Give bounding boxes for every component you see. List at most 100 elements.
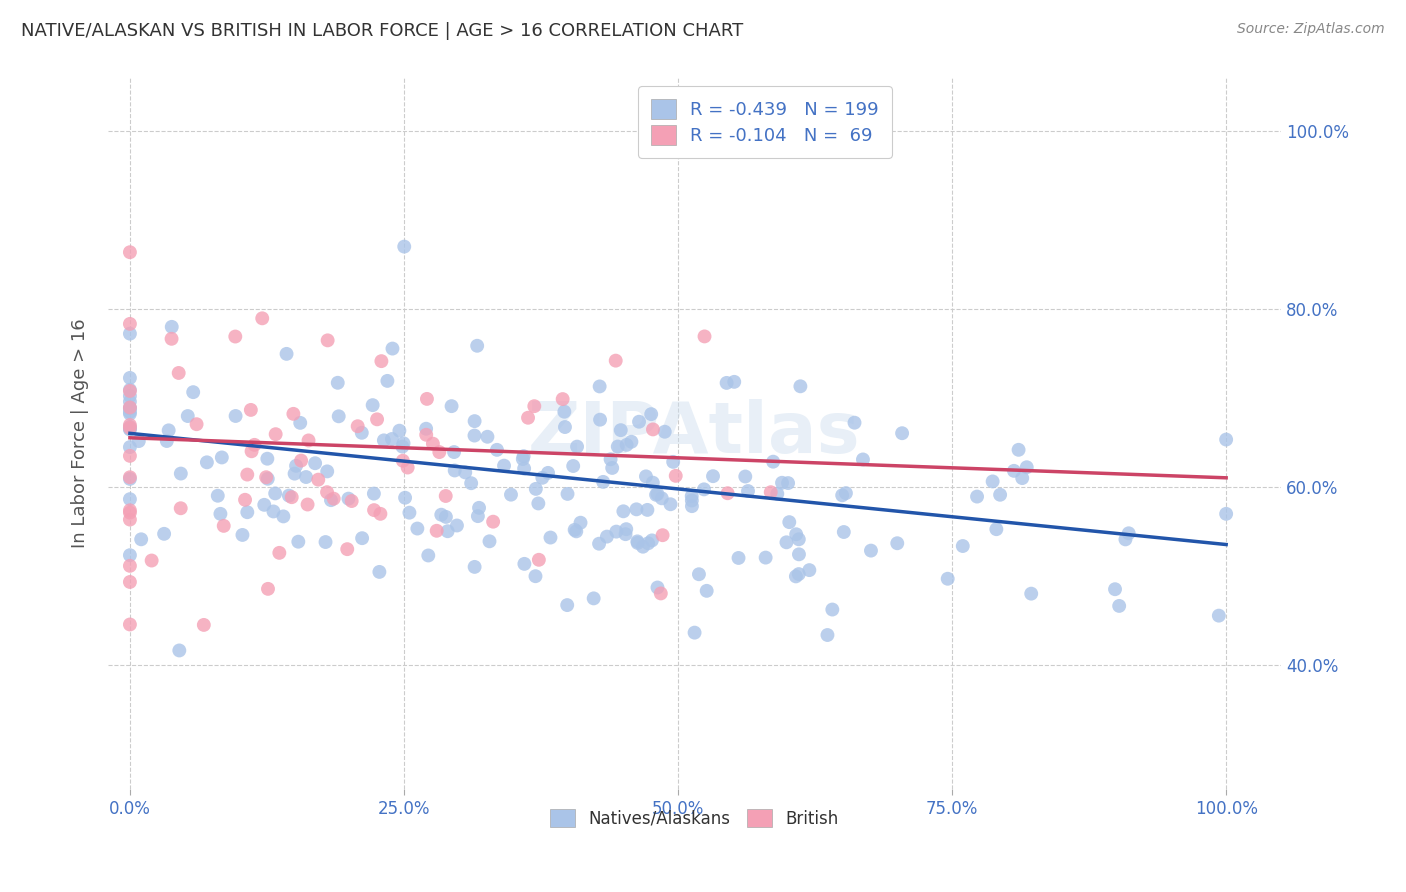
Point	[553, 405, 575, 419]
Point	[264, 427, 287, 442]
Point	[118, 421, 141, 435]
Point	[527, 496, 550, 510]
Point	[981, 475, 1004, 489]
Point	[283, 407, 305, 421]
Point	[478, 534, 501, 549]
Point	[231, 528, 253, 542]
Point	[118, 371, 141, 385]
Point	[381, 342, 404, 356]
Point	[394, 491, 416, 505]
Point	[128, 434, 150, 448]
Point	[614, 522, 637, 536]
Point	[852, 452, 875, 467]
Point	[817, 628, 839, 642]
Point	[1215, 433, 1237, 447]
Point	[886, 536, 908, 550]
Point	[370, 354, 392, 368]
Point	[160, 332, 183, 346]
Point	[482, 515, 505, 529]
Point	[717, 486, 740, 500]
Point	[600, 461, 623, 475]
Point	[277, 489, 299, 503]
Point	[605, 353, 627, 368]
Point	[254, 470, 277, 484]
Point	[239, 403, 262, 417]
Text: Source: ZipAtlas.com: Source: ZipAtlas.com	[1237, 22, 1385, 37]
Point	[392, 436, 415, 450]
Point	[181, 385, 204, 400]
Point	[195, 455, 218, 469]
Point	[363, 486, 385, 500]
Point	[269, 546, 291, 560]
Point	[328, 409, 350, 424]
Point	[835, 486, 858, 500]
Point	[156, 434, 179, 448]
Point	[434, 509, 457, 524]
Point	[627, 536, 650, 550]
Point	[762, 455, 785, 469]
Point	[118, 470, 141, 484]
Point	[373, 434, 395, 448]
Point	[396, 460, 419, 475]
Point	[352, 531, 374, 545]
Point	[118, 449, 141, 463]
Point	[118, 422, 141, 436]
Point	[326, 376, 349, 390]
Point	[391, 440, 413, 454]
Point	[276, 347, 298, 361]
Point	[637, 536, 659, 550]
Point	[616, 438, 638, 452]
Point	[264, 486, 287, 500]
Point	[588, 537, 610, 551]
Point	[681, 493, 703, 508]
Point	[512, 449, 534, 463]
Point	[650, 586, 672, 600]
Point	[551, 392, 574, 406]
Point	[569, 516, 592, 530]
Point	[582, 591, 605, 606]
Point	[118, 512, 141, 526]
Point	[606, 440, 628, 454]
Point	[1108, 599, 1130, 613]
Point	[647, 487, 669, 501]
Point	[346, 419, 368, 434]
Point	[517, 410, 540, 425]
Point	[193, 618, 215, 632]
Point	[463, 428, 485, 442]
Point	[253, 498, 276, 512]
Point	[654, 425, 676, 439]
Point	[651, 491, 673, 506]
Point	[304, 456, 326, 470]
Point	[592, 475, 614, 489]
Point	[207, 489, 229, 503]
Point	[702, 469, 724, 483]
Point	[366, 412, 388, 426]
Point	[388, 424, 411, 438]
Point	[243, 438, 266, 452]
Point	[316, 485, 339, 500]
Point	[361, 398, 384, 412]
Point	[734, 469, 756, 483]
Point	[322, 491, 344, 506]
Point	[454, 466, 477, 480]
Point	[169, 643, 191, 657]
Point	[464, 414, 486, 428]
Point	[688, 567, 710, 582]
Point	[177, 409, 200, 423]
Point	[211, 450, 233, 465]
Point	[256, 472, 278, 486]
Point	[665, 468, 688, 483]
Point	[118, 389, 141, 403]
Point	[681, 499, 703, 513]
Point	[513, 461, 536, 475]
Point	[262, 504, 284, 518]
Point	[634, 469, 657, 483]
Point	[755, 550, 778, 565]
Point	[315, 535, 337, 549]
Point	[465, 339, 488, 353]
Point	[392, 454, 415, 468]
Point	[620, 434, 643, 449]
Point	[118, 492, 141, 507]
Point	[651, 528, 673, 542]
Point	[766, 487, 789, 501]
